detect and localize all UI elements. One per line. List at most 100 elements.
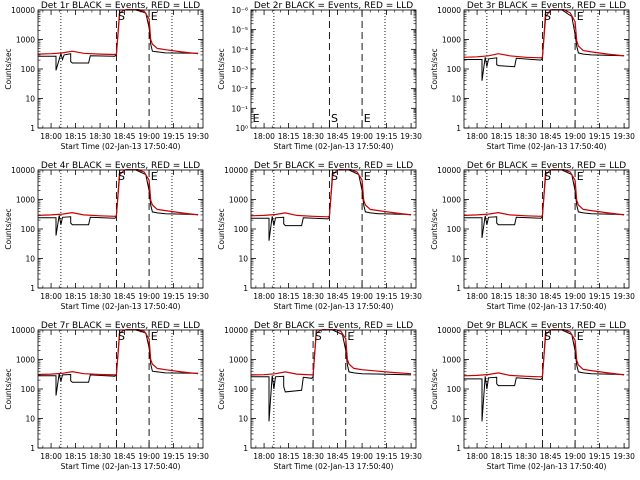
- x-tick-label: 18:00: [40, 452, 62, 461]
- x-tick-label: 18:30: [302, 452, 324, 461]
- y-tick-label: 10000: [437, 166, 461, 175]
- marker-label-e: E: [151, 330, 158, 343]
- plot-frame: [463, 329, 630, 449]
- x-tick-label: 18:45: [540, 292, 562, 301]
- x-axis-label: Start Time (02-Jan-13 17:50:40): [61, 142, 181, 151]
- y-tick-label: 1: [456, 284, 461, 293]
- y-tick-label: 10000: [437, 6, 461, 15]
- marker-label-e: E: [151, 10, 158, 23]
- lld-series-line: [38, 329, 199, 376]
- x-tick-label: 18:45: [114, 452, 136, 461]
- y-tick-label: 10: [25, 95, 35, 104]
- x-tick-label: 18:30: [515, 452, 537, 461]
- x-tick-label: 18:30: [89, 132, 111, 141]
- plot-frame: [250, 9, 417, 129]
- chart-title: Det 5r BLACK = Events, RED = LLD: [254, 161, 413, 171]
- x-tick-label: 19:00: [351, 292, 373, 301]
- x-tick-label: 18:15: [278, 132, 300, 141]
- y-tick-label: 10: [451, 255, 461, 264]
- x-tick-label: 18:15: [491, 292, 513, 301]
- y-tick-label: 1000: [229, 196, 248, 205]
- events-series-line: [38, 9, 199, 71]
- x-tick-label: 18:30: [89, 452, 111, 461]
- y-tick-label: 10000: [11, 6, 35, 15]
- y-axis-label: Counts/sec: [4, 368, 13, 409]
- lld-series-line: [464, 329, 625, 378]
- x-tick-label: 18:15: [491, 452, 513, 461]
- marker-label-s: S: [118, 170, 125, 183]
- y-axis-label: Counts/sec: [430, 208, 439, 249]
- y-tick-label: 10⁻¹: [231, 104, 248, 113]
- y-tick-label: 100: [234, 225, 249, 234]
- plot-frame: [250, 169, 417, 289]
- y-tick-label: 10⁻²: [231, 85, 248, 94]
- marker-label-e: E: [577, 10, 584, 23]
- marker-label-e: E: [364, 112, 371, 125]
- x-tick-label: 18:15: [491, 132, 513, 141]
- series-group: [464, 9, 625, 81]
- x-tick-label: 19:00: [564, 292, 586, 301]
- x-tick-label: 19:15: [376, 452, 398, 461]
- x-tick-label: 18:00: [40, 292, 62, 301]
- series-group: [38, 329, 199, 396]
- y-tick-label: 1000: [16, 196, 35, 205]
- x-tick-label: 19:30: [187, 292, 209, 301]
- lld-series-line: [38, 169, 199, 217]
- x-axis-label: Start Time (02-Jan-13 17:50:40): [61, 302, 181, 311]
- events-series-line: [464, 329, 625, 422]
- marker-label-s: S: [118, 10, 125, 23]
- lld-series-line: [464, 169, 625, 217]
- marker-label-e: E: [577, 330, 584, 343]
- x-tick-label: 18:45: [327, 132, 349, 141]
- y-tick-label: 100: [21, 65, 36, 74]
- x-tick-label: 19:30: [187, 452, 209, 461]
- y-tick-label: 1000: [16, 36, 35, 45]
- y-tick-label: 1: [456, 444, 461, 453]
- x-tick-label: 19:00: [351, 132, 373, 141]
- x-tick-label: 18:15: [65, 132, 87, 141]
- x-tick-label: 18:15: [65, 292, 87, 301]
- plot-frame: [37, 9, 204, 129]
- x-tick-label: 18:30: [302, 292, 324, 301]
- marker-label-s: S: [315, 330, 322, 343]
- chart-title: Det 1r BLACK = Events, RED = LLD: [41, 1, 200, 11]
- y-tick-label: 100: [447, 385, 462, 394]
- x-tick-label: 18:30: [89, 292, 111, 301]
- x-tick-label: 19:30: [400, 292, 422, 301]
- y-tick-label: 100: [21, 385, 36, 394]
- y-tick-label: 10000: [437, 326, 461, 335]
- x-tick-label: 19:00: [564, 132, 586, 141]
- series-group: [464, 329, 625, 422]
- y-tick-label: 10000: [224, 166, 248, 175]
- events-series-line: [464, 169, 625, 238]
- y-tick-label: 10000: [11, 326, 35, 335]
- events-series-line: [38, 329, 199, 396]
- x-tick-label: 19:00: [351, 452, 373, 461]
- series-group: [251, 329, 412, 422]
- y-tick-label: 10⁻⁴: [231, 45, 248, 54]
- lld-series-line: [464, 9, 625, 59]
- y-tick-label: 1: [30, 444, 35, 453]
- y-tick-label: 1: [456, 124, 461, 133]
- chart-title: Det 3r BLACK = Events, RED = LLD: [467, 1, 626, 11]
- lld-series-line: [251, 329, 412, 376]
- x-tick-label: 19:30: [187, 132, 209, 141]
- x-tick-label: 19:30: [400, 132, 422, 141]
- y-tick-label: 10⁻⁶: [231, 6, 248, 15]
- series-group: [38, 169, 199, 236]
- x-tick-label: 19:30: [613, 452, 635, 461]
- plot-frame: [463, 169, 630, 289]
- y-tick-label: 10000: [224, 326, 248, 335]
- x-tick-label: 19:00: [138, 292, 160, 301]
- x-tick-label: 18:00: [40, 132, 62, 141]
- y-axis-label: Counts/sec: [217, 48, 226, 89]
- x-tick-label: 19:00: [138, 132, 160, 141]
- y-axis-label: Counts/sec: [430, 48, 439, 89]
- x-axis-label: Start Time (02-Jan-13 17:50:40): [61, 462, 181, 471]
- x-axis-label: Start Time (02-Jan-13 17:50:40): [487, 462, 607, 471]
- marker-label-s: S: [544, 170, 551, 183]
- marker-label-e: E: [364, 170, 371, 183]
